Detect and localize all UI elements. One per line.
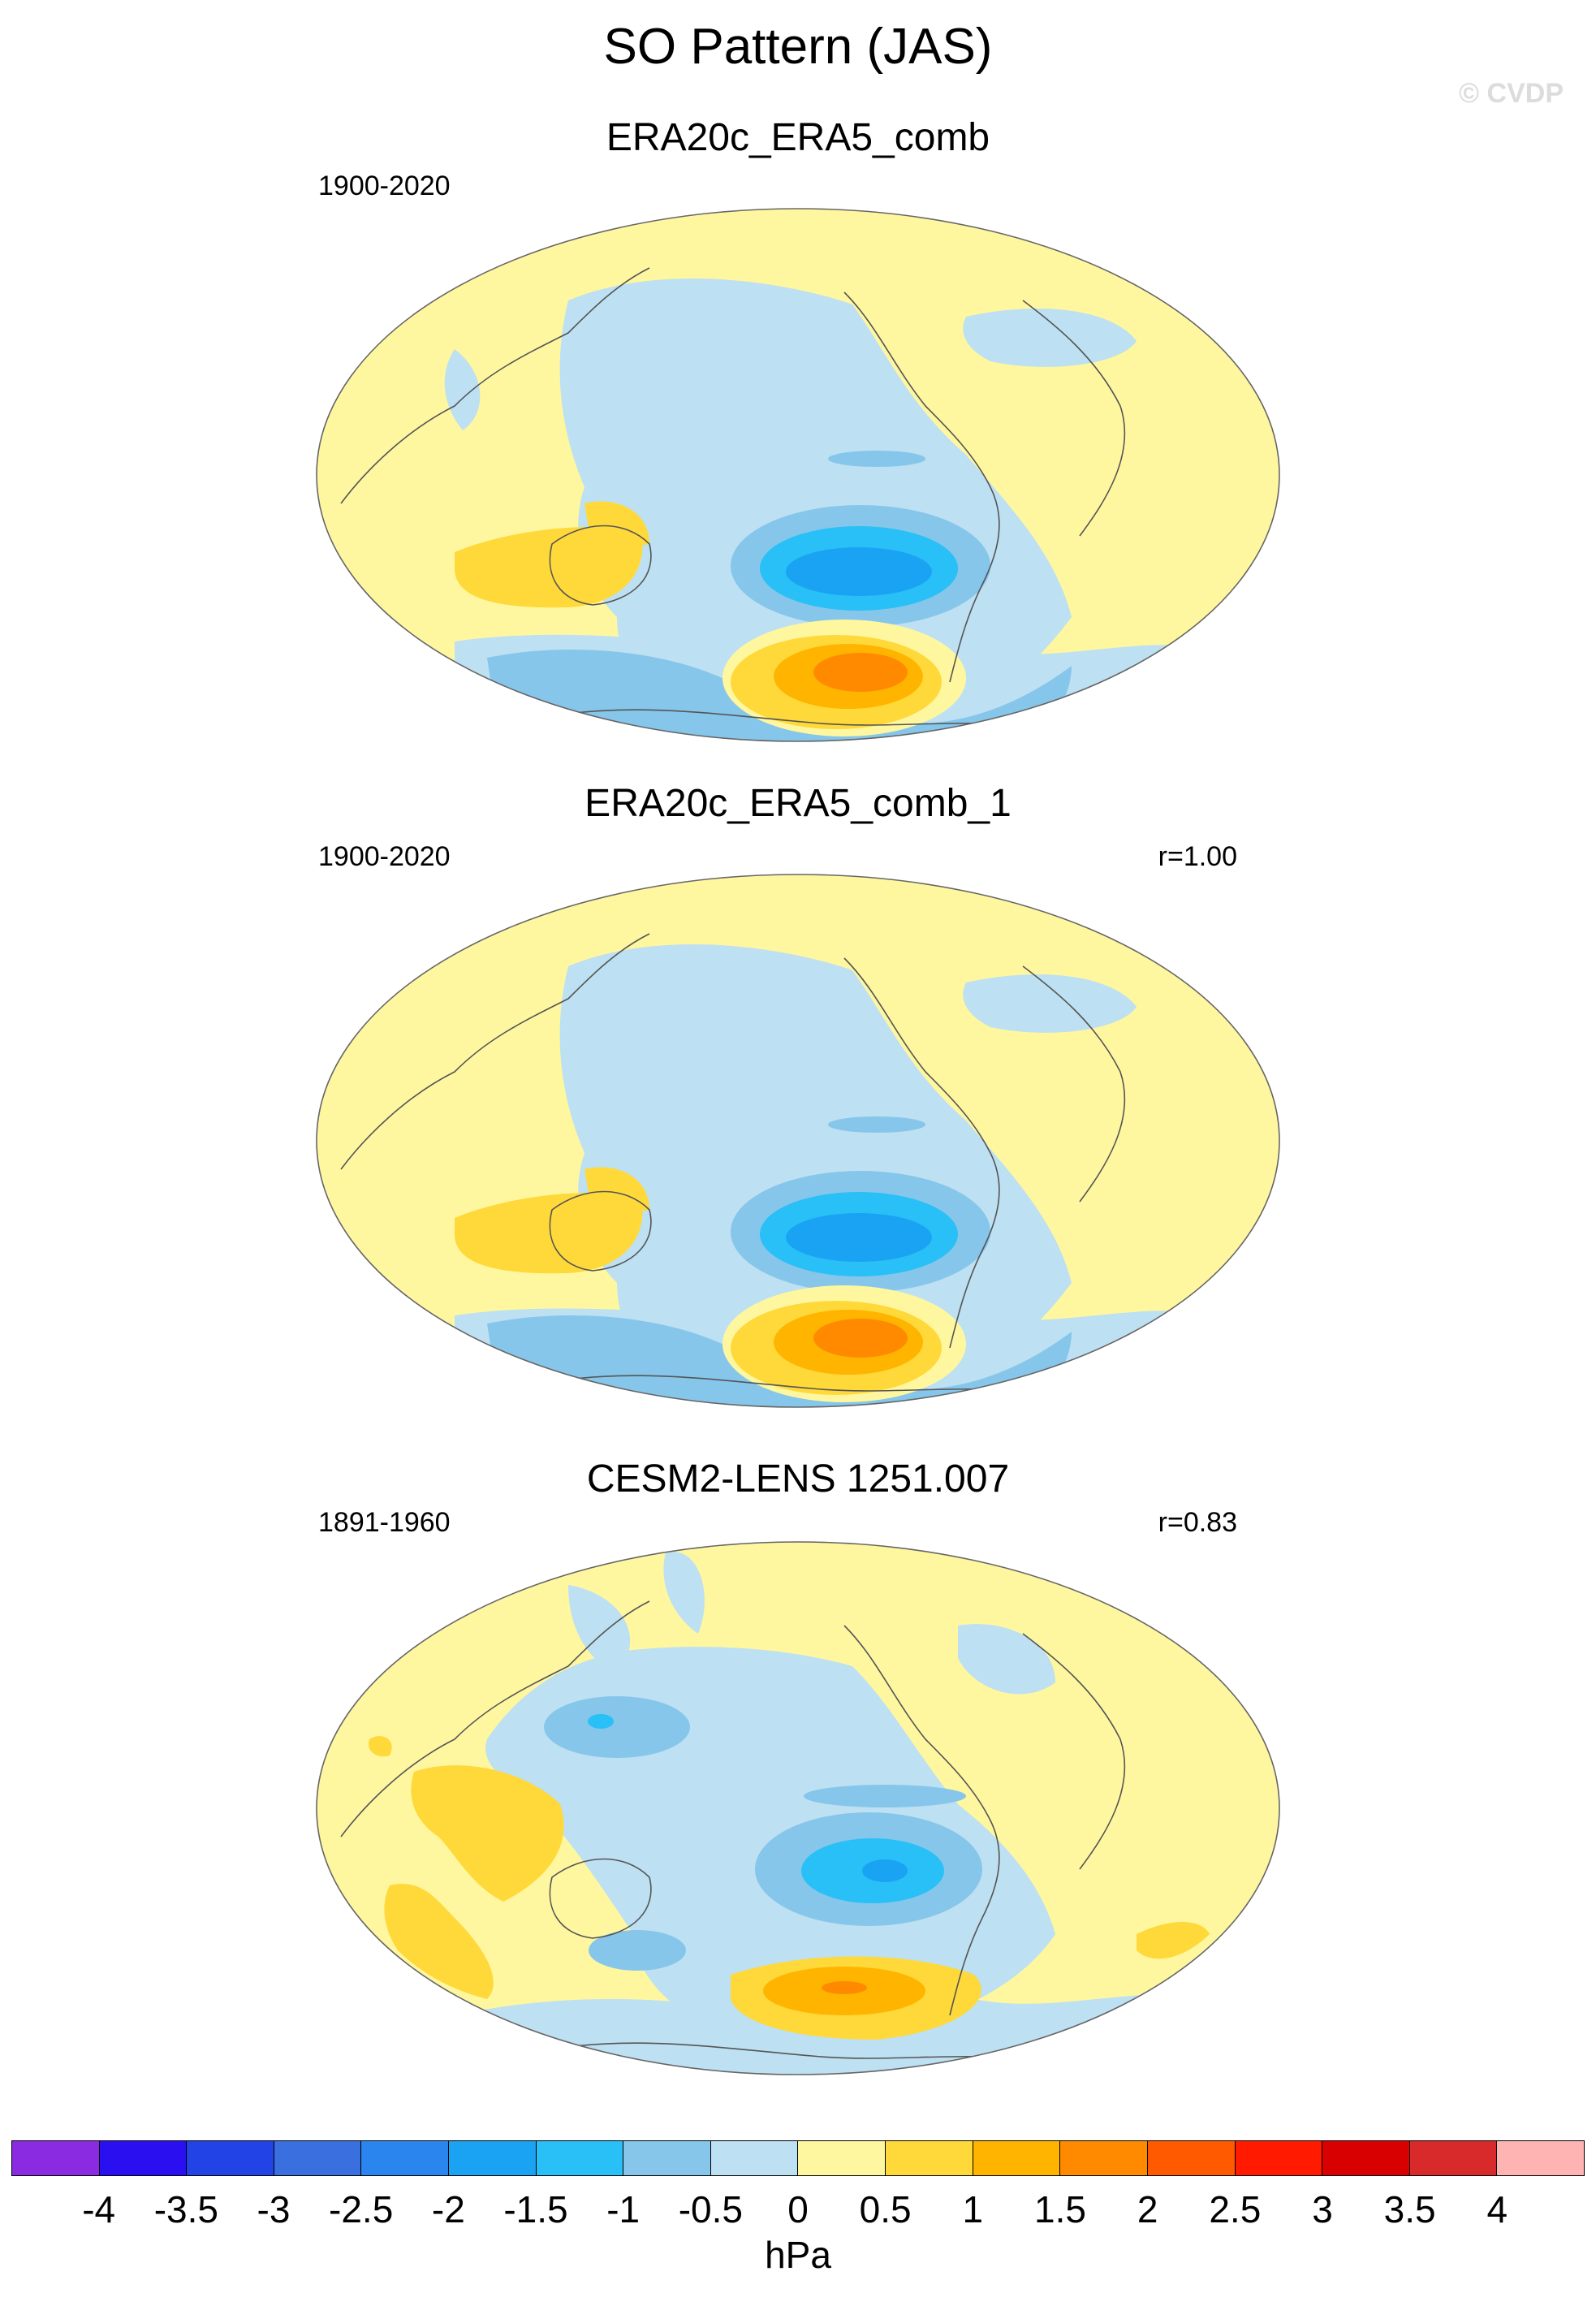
colorbar-box [448,2140,536,2176]
colorbar-tick-label: -0.5 [678,2188,743,2230]
colorbar-tick-label: 0 [787,2188,809,2230]
panel-3-correlation: r=0.83 [1158,1507,1237,1538]
colorbar-box [797,2140,886,2176]
colorbar-box [1496,2140,1585,2176]
colorbar-box [710,2140,798,2176]
colorbar-box [623,2140,710,2176]
colorbar-tick-label: -3 [257,2188,291,2230]
colorbar-tick-label: -1.5 [503,2188,568,2230]
colorbar-tick-label: -3.5 [153,2188,218,2230]
colorbar-box [1234,2140,1322,2176]
panel-2-map [316,874,1280,1408]
colorbar-tick-label: 0.5 [859,2188,912,2230]
colorbar-box [1408,2140,1497,2176]
colorbar-box [98,2140,187,2176]
panel-3-map [316,1541,1280,2075]
cvdp-watermark: © CVDP [1459,78,1564,109]
colorbar-box [885,2140,973,2176]
panel-3-title: CESM2-LENS 1251.007 [586,1457,1010,1501]
colorbar-box [1146,2140,1235,2176]
colorbar-box [360,2140,449,2176]
colorbar-tick-label: -4 [82,2188,116,2230]
colorbar-tick-label: 3 [1312,2188,1333,2230]
colorbar-tick-label: 4 [1486,2188,1508,2230]
colorbar-box [1059,2140,1147,2176]
colorbar-tick-label: 2.5 [1209,2188,1262,2230]
colorbar-tick-label: -1 [606,2188,641,2230]
panel-2-period: 1900-2020 [318,841,451,872]
colorbar-tick-label: 1 [962,2188,984,2230]
colorbar-box [535,2140,623,2176]
panel-1-title: ERA20c_ERA5_comb [606,116,990,159]
colorbar-box [11,2140,99,2176]
colorbar-tick-label: -2 [431,2188,465,2230]
colorbar-tick-label: -2.5 [329,2188,394,2230]
panel-1-period: 1900-2020 [318,171,451,201]
panel-1-map [316,208,1280,742]
figure-title: SO Pattern (JAS) [603,19,993,75]
colorbar-tick-label: 3.5 [1383,2188,1436,2230]
colorbar-tick-label: 1.5 [1034,2188,1086,2230]
panel-2-correlation: r=1.00 [1158,841,1237,872]
colorbar-box [186,2140,274,2176]
colorbar [11,2140,1585,2176]
panel-3-period: 1891-1960 [318,1507,451,1538]
panel-2-title: ERA20c_ERA5_comb_1 [584,782,1012,825]
colorbar-box [972,2140,1060,2176]
colorbar-tick-label: 2 [1137,2188,1158,2230]
colorbar-box [273,2140,361,2176]
colorbar-box [1322,2140,1409,2176]
colorbar-unit: hPa [765,2234,831,2276]
